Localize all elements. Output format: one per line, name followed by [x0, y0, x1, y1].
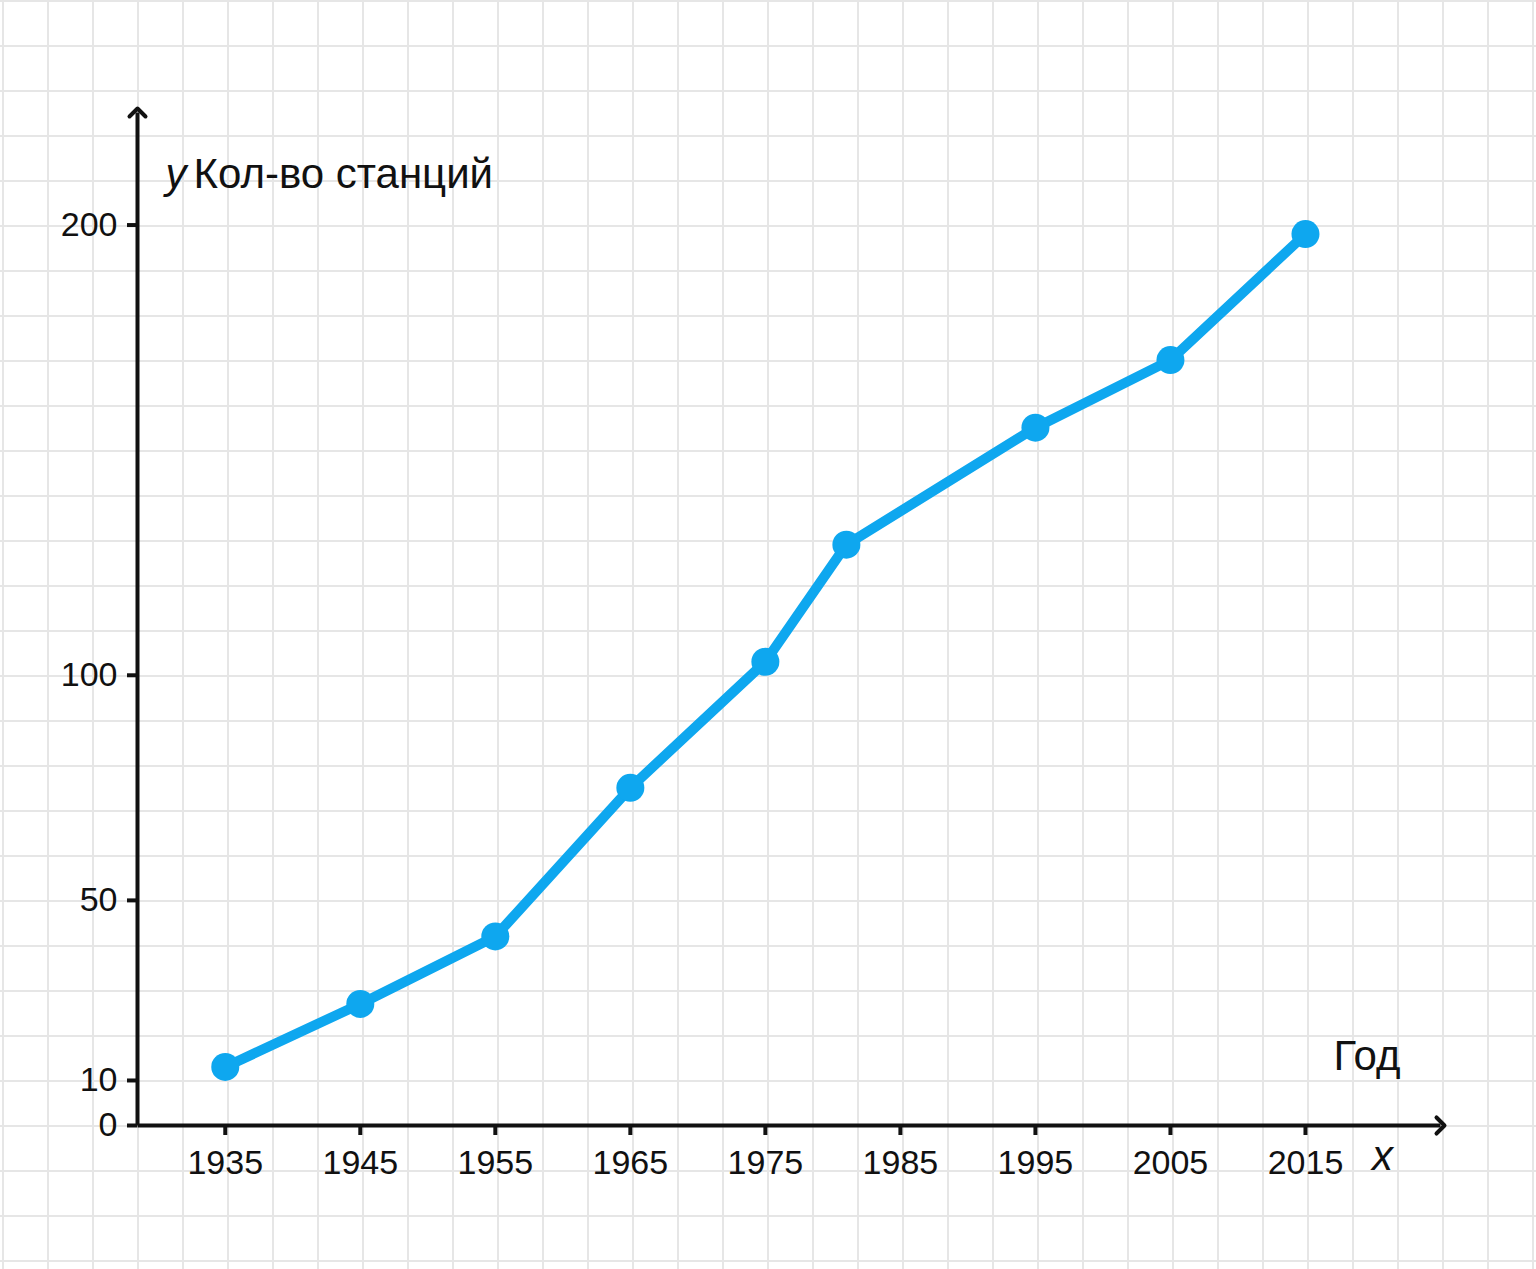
svg-text:100: 100 — [61, 655, 118, 693]
svg-text:1955: 1955 — [457, 1143, 533, 1181]
svg-text:1945: 1945 — [322, 1143, 398, 1181]
svg-text:50: 50 — [80, 880, 118, 918]
svg-text:1985: 1985 — [863, 1143, 939, 1181]
svg-text:2005: 2005 — [1133, 1143, 1209, 1181]
svg-text:Кол-во станций: Кол-во станций — [194, 150, 494, 197]
svg-text:1965: 1965 — [593, 1143, 669, 1181]
svg-text:2015: 2015 — [1268, 1143, 1344, 1181]
svg-text:x: x — [1370, 1132, 1395, 1179]
svg-text:Год: Год — [1334, 1032, 1401, 1079]
svg-text:200: 200 — [61, 205, 118, 243]
svg-text:y: y — [163, 150, 190, 197]
svg-text:1975: 1975 — [728, 1143, 804, 1181]
svg-text:1995: 1995 — [998, 1143, 1074, 1181]
svg-text:0: 0 — [99, 1105, 118, 1143]
svg-text:1935: 1935 — [187, 1143, 263, 1181]
svg-text:10: 10 — [80, 1060, 118, 1098]
